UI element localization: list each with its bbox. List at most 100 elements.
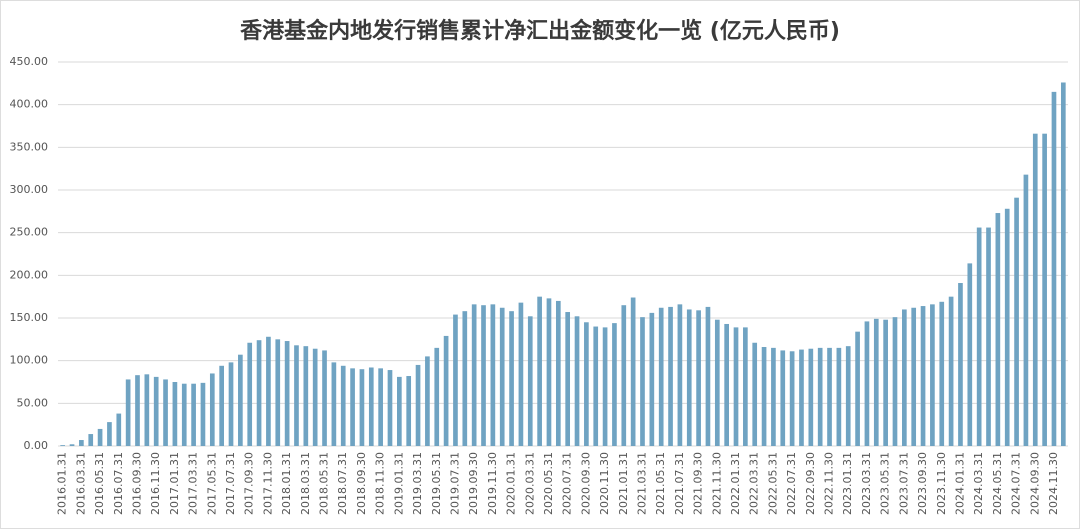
bar xyxy=(574,316,580,446)
bar xyxy=(537,296,542,446)
bar xyxy=(967,263,973,446)
x-tick-label: 2016.05.31 xyxy=(93,452,106,515)
bar xyxy=(743,327,748,446)
bar xyxy=(668,306,673,446)
x-tick-label: 2023.03.31 xyxy=(860,452,873,515)
x-tick-label: 2024.01.31 xyxy=(953,452,966,515)
bar xyxy=(135,375,140,446)
x-tick-label: 2021.07.31 xyxy=(673,452,686,515)
chart-title: 香港基金内地发行销售累计净汇出金额变化一览 (亿元人民币) xyxy=(240,18,840,44)
bar xyxy=(443,335,449,446)
bar xyxy=(331,362,337,446)
bar xyxy=(247,342,253,446)
x-tick-label: 2016.03.31 xyxy=(74,452,87,515)
x-tick-label: 2017.01.31 xyxy=(168,452,181,515)
x-tick-label: 2024.09.30 xyxy=(1028,452,1041,515)
bar xyxy=(471,304,477,446)
x-tick-label: 2016.11.30 xyxy=(149,452,162,515)
x-tick-label: 2021.05.31 xyxy=(654,452,667,515)
x-tick-label: 2016.09.30 xyxy=(130,452,143,515)
x-tick-label: 2023.09.30 xyxy=(916,452,929,515)
bar xyxy=(88,434,94,446)
bar xyxy=(340,365,346,446)
bar xyxy=(939,301,945,446)
x-tick-label: 2023.07.31 xyxy=(897,452,910,515)
bar xyxy=(873,318,879,446)
x-tick-label: 2020.11.30 xyxy=(598,452,611,515)
x-tick-label: 2017.03.31 xyxy=(187,452,200,515)
bar xyxy=(630,297,636,446)
bar xyxy=(107,422,112,446)
bar xyxy=(714,319,720,446)
x-tick-label: 2020.03.31 xyxy=(523,452,536,515)
x-tick-label: 2024.11.30 xyxy=(1047,452,1060,515)
bar xyxy=(266,336,271,446)
bar xyxy=(406,376,412,446)
bar xyxy=(864,321,870,446)
y-tick-label: 300.00 xyxy=(10,183,49,196)
bar xyxy=(883,319,888,446)
x-tick-label: 2024.03.31 xyxy=(972,452,985,515)
bar xyxy=(584,322,589,446)
x-tick-label: 2019.05.31 xyxy=(430,452,443,515)
bar xyxy=(219,365,224,446)
x-tick-label: 2017.05.31 xyxy=(205,452,218,515)
y-tick-label: 50.00 xyxy=(17,396,49,409)
bar xyxy=(724,323,729,446)
bar xyxy=(799,349,804,446)
x-tick-label: 2021.03.31 xyxy=(635,452,648,515)
bar xyxy=(986,227,991,446)
bar xyxy=(1032,133,1038,446)
bar xyxy=(97,428,103,446)
bar xyxy=(1023,174,1029,446)
bar xyxy=(163,379,168,446)
x-tick-label: 2019.09.30 xyxy=(467,452,480,515)
x-tick-label: 2021.11.30 xyxy=(710,452,723,515)
x-tick-label: 2022.07.31 xyxy=(785,452,798,515)
bar xyxy=(172,382,178,446)
bar xyxy=(509,311,514,446)
bar xyxy=(481,305,486,446)
x-tick-label: 2024.07.31 xyxy=(1010,452,1023,515)
bar xyxy=(256,340,262,446)
bar xyxy=(1004,208,1010,446)
y-tick-label: 400.00 xyxy=(10,98,49,111)
x-tick-label: 2022.05.31 xyxy=(766,452,779,515)
bar xyxy=(425,356,430,446)
bar xyxy=(911,307,917,446)
x-tick-label: 2023.05.31 xyxy=(879,452,892,515)
bar xyxy=(976,227,982,446)
bar xyxy=(434,347,440,446)
bar xyxy=(153,376,159,446)
x-tick-label: 2017.09.30 xyxy=(243,452,256,515)
bar xyxy=(69,444,75,446)
bar xyxy=(621,305,627,446)
x-tick-label: 2018.03.31 xyxy=(299,452,312,515)
bar xyxy=(565,312,571,446)
bar xyxy=(303,346,309,446)
x-tick-label: 2021.09.30 xyxy=(692,452,705,515)
x-tick-label: 2022.03.31 xyxy=(748,452,761,515)
bar xyxy=(378,368,383,446)
x-tick-label: 2018.07.31 xyxy=(336,452,349,515)
x-tick-label: 2020.05.31 xyxy=(542,452,555,515)
bar xyxy=(612,323,617,446)
x-tick-label: 2016.07.31 xyxy=(112,452,125,515)
x-tick-label: 2020.07.31 xyxy=(561,452,574,515)
x-tick-label: 2022.09.30 xyxy=(804,452,817,515)
x-tick-label: 2021.01.31 xyxy=(617,452,630,515)
x-tick-label: 2019.03.31 xyxy=(411,452,424,515)
bar xyxy=(181,383,187,446)
bar xyxy=(817,347,823,446)
bar xyxy=(845,346,851,446)
bar xyxy=(209,373,215,446)
bar xyxy=(555,300,561,446)
bar xyxy=(733,327,739,446)
x-tick-label: 2019.11.30 xyxy=(486,452,499,515)
x-tick-label: 2019.07.31 xyxy=(448,452,461,515)
bar xyxy=(312,348,318,446)
bar xyxy=(527,316,533,446)
bar xyxy=(761,347,767,446)
bar xyxy=(649,312,655,446)
